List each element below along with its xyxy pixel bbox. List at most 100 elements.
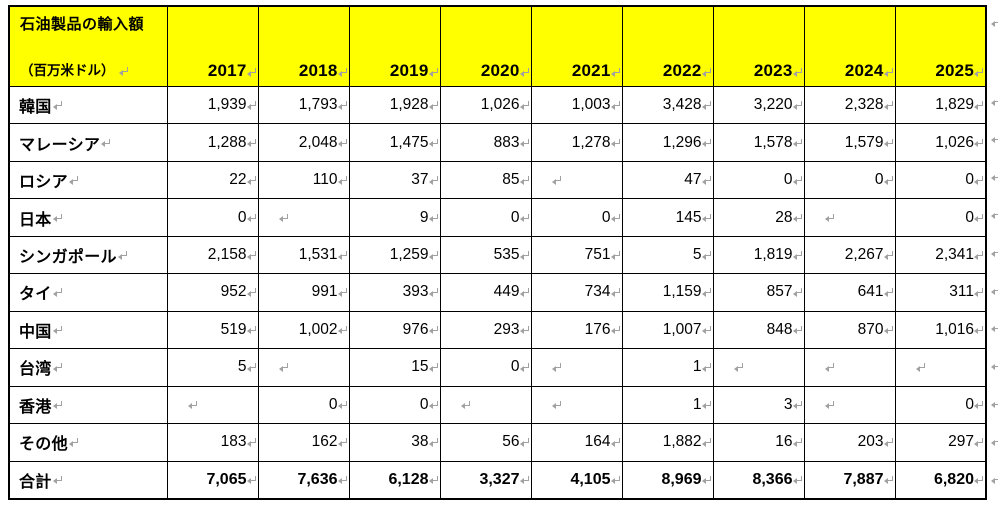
value-cell[interactable]: 22 (166, 160, 259, 200)
value-cell[interactable]: 0 (894, 385, 987, 425)
value-cell[interactable]: 976 (348, 310, 441, 350)
value-cell[interactable]: 6,128 (348, 460, 441, 500)
value-cell[interactable]: 5 (166, 348, 259, 387)
row-label-cell[interactable]: タイ (8, 273, 168, 312)
value-cell[interactable]: 3 (712, 385, 805, 425)
value-cell[interactable] (803, 198, 896, 237)
value-cell[interactable]: 1,578 (712, 123, 805, 162)
value-cell[interactable] (803, 348, 896, 387)
value-cell[interactable]: 311 (894, 273, 987, 312)
value-cell[interactable]: 1,296 (621, 123, 714, 162)
value-cell[interactable]: 952 (166, 273, 259, 312)
year-header-cell-2019[interactable]: 2019 (348, 5, 441, 87)
value-cell[interactable]: 0 (439, 348, 532, 387)
year-header-cell-2020[interactable]: 2020 (439, 5, 532, 87)
value-cell[interactable]: 1,793 (257, 85, 350, 125)
value-cell[interactable]: 1,928 (348, 85, 441, 125)
row-label-cell[interactable]: シンガポール (8, 235, 168, 275)
row-label-cell[interactable]: 中国 (8, 310, 168, 350)
value-cell[interactable]: 1,002 (257, 310, 350, 350)
value-cell[interactable]: 16 (712, 423, 805, 462)
value-cell[interactable]: 6,820 (894, 460, 987, 500)
row-label-cell[interactable]: 日本 (8, 198, 168, 237)
value-cell[interactable]: 0 (530, 198, 623, 237)
value-cell[interactable]: 393 (348, 273, 441, 312)
value-cell[interactable]: 37 (348, 160, 441, 200)
value-cell[interactable]: 7,887 (803, 460, 896, 500)
value-cell[interactable]: 857 (712, 273, 805, 312)
value-cell[interactable]: 1,531 (257, 235, 350, 275)
value-cell[interactable]: 2,267 (803, 235, 896, 275)
row-label-cell[interactable]: 合計 (8, 460, 168, 500)
value-cell[interactable]: 2,158 (166, 235, 259, 275)
value-cell[interactable]: 2,341 (894, 235, 987, 275)
value-cell[interactable]: 751 (530, 235, 623, 275)
value-cell[interactable]: 1,259 (348, 235, 441, 275)
value-cell[interactable]: 1,819 (712, 235, 805, 275)
row-label-cell[interactable]: 台湾 (8, 348, 168, 387)
value-cell[interactable]: 0 (348, 385, 441, 425)
value-cell[interactable]: 2,048 (257, 123, 350, 162)
row-label-cell[interactable]: 韓国 (8, 85, 168, 125)
value-cell[interactable]: 2,328 (803, 85, 896, 125)
value-cell[interactable]: 38 (348, 423, 441, 462)
value-cell[interactable]: 7,636 (257, 460, 350, 500)
value-cell[interactable] (257, 348, 350, 387)
value-cell[interactable]: 0 (166, 198, 259, 237)
year-header-cell-2018[interactable]: 2018 (257, 5, 350, 87)
value-cell[interactable]: 1,003 (530, 85, 623, 125)
value-cell[interactable]: 183 (166, 423, 259, 462)
value-cell[interactable]: 145 (621, 198, 714, 237)
value-cell[interactable]: 47 (621, 160, 714, 200)
year-header-cell-2025[interactable]: 2025 (894, 5, 987, 87)
value-cell[interactable]: 176 (530, 310, 623, 350)
value-cell[interactable]: 848 (712, 310, 805, 350)
value-cell[interactable]: 1,007 (621, 310, 714, 350)
value-cell[interactable] (803, 385, 896, 425)
value-cell[interactable]: 297 (894, 423, 987, 462)
value-cell[interactable]: 5 (621, 235, 714, 275)
value-cell[interactable]: 1 (621, 385, 714, 425)
value-cell[interactable]: 1,939 (166, 85, 259, 125)
value-cell[interactable]: 535 (439, 235, 532, 275)
value-cell[interactable]: 4,105 (530, 460, 623, 500)
row-label-cell[interactable]: 香港 (8, 385, 168, 425)
value-cell[interactable]: 164 (530, 423, 623, 462)
row-label-cell[interactable]: その他 (8, 423, 168, 462)
value-cell[interactable]: 1,288 (166, 123, 259, 162)
value-cell[interactable] (530, 348, 623, 387)
value-cell[interactable] (257, 198, 350, 237)
value-cell[interactable]: 1,475 (348, 123, 441, 162)
year-header-cell-2022[interactable]: 2022 (621, 5, 714, 87)
value-cell[interactable]: 734 (530, 273, 623, 312)
year-header-cell-2023[interactable]: 2023 (712, 5, 805, 87)
value-cell[interactable]: 1,579 (803, 123, 896, 162)
value-cell[interactable]: 1,016 (894, 310, 987, 350)
value-cell[interactable]: 519 (166, 310, 259, 350)
value-cell[interactable]: 641 (803, 273, 896, 312)
value-cell[interactable]: 3,327 (439, 460, 532, 500)
value-cell[interactable]: 110 (257, 160, 350, 200)
header-title-cell[interactable]: 石油製品の輸入額 （百万米ドル） (8, 5, 168, 87)
value-cell[interactable]: 162 (257, 423, 350, 462)
value-cell[interactable]: 1 (621, 348, 714, 387)
value-cell[interactable]: 9 (348, 198, 441, 237)
value-cell[interactable]: 0 (439, 198, 532, 237)
row-label-cell[interactable]: ロシア (8, 160, 168, 200)
year-header-cell-2024[interactable]: 2024 (803, 5, 896, 87)
value-cell[interactable]: 449 (439, 273, 532, 312)
value-cell[interactable]: 56 (439, 423, 532, 462)
value-cell[interactable]: 1,026 (894, 123, 987, 162)
value-cell[interactable]: 28 (712, 198, 805, 237)
value-cell[interactable]: 85 (439, 160, 532, 200)
value-cell[interactable]: 1,829 (894, 85, 987, 125)
value-cell[interactable]: 0 (894, 198, 987, 237)
value-cell[interactable]: 3,428 (621, 85, 714, 125)
value-cell[interactable]: 0 (803, 160, 896, 200)
value-cell[interactable]: 7,065 (166, 460, 259, 500)
value-cell[interactable] (530, 385, 623, 425)
value-cell[interactable]: 1,026 (439, 85, 532, 125)
value-cell[interactable]: 8,969 (621, 460, 714, 500)
value-cell[interactable]: 8,366 (712, 460, 805, 500)
value-cell[interactable]: 1,159 (621, 273, 714, 312)
